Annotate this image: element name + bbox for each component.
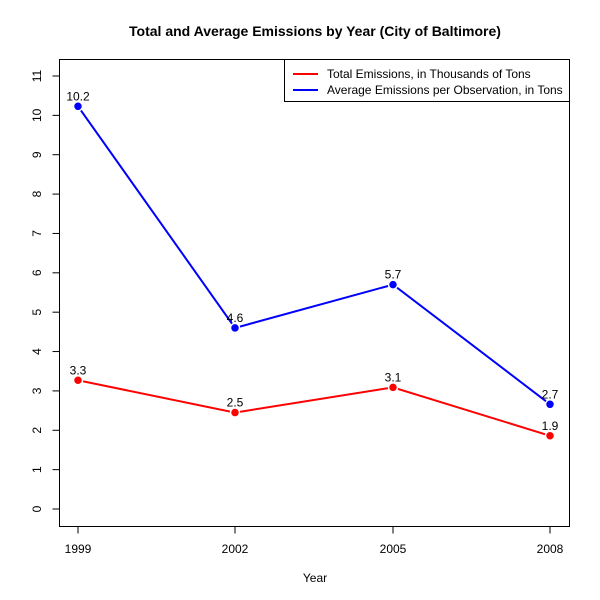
data-point bbox=[229, 322, 241, 334]
data-label: 2.7 bbox=[542, 387, 559, 401]
data-point bbox=[387, 382, 399, 393]
y-tick-label: 3 bbox=[30, 387, 44, 394]
x-axis: 1999 2002 2005 2008 bbox=[65, 526, 564, 556]
y-tick-label: 2 bbox=[30, 427, 44, 434]
y-tick-label: 7 bbox=[30, 230, 44, 237]
y-tick-label: 1 bbox=[30, 466, 44, 473]
data-point bbox=[387, 279, 399, 290]
plot-frame bbox=[59, 59, 570, 527]
x-axis-title: Year bbox=[303, 571, 327, 585]
y-tick-label: 4 bbox=[30, 348, 44, 355]
data-label: 3.1 bbox=[385, 370, 402, 384]
data-label: 5.7 bbox=[385, 268, 402, 282]
x-tick-label: 2005 bbox=[380, 542, 407, 556]
y-tick-label: 10 bbox=[30, 108, 44, 122]
chart-title: Total and Average Emissions by Year (Cit… bbox=[129, 23, 501, 39]
data-label: 2.5 bbox=[227, 396, 244, 410]
legend: Total Emissions, in Thousands of Tons Av… bbox=[284, 59, 570, 102]
data-label: 4.6 bbox=[227, 311, 244, 325]
data-label: 10.2 bbox=[66, 89, 90, 103]
y-tick-label: 9 bbox=[30, 151, 44, 158]
x-tick-label: 1999 bbox=[65, 542, 92, 556]
data-label: 3.3 bbox=[70, 363, 87, 377]
x-tick-label: 2002 bbox=[222, 542, 249, 556]
legend-box bbox=[284, 59, 570, 102]
data-point bbox=[72, 101, 84, 112]
y-tick-label: 11 bbox=[30, 69, 44, 82]
series-layer: 3.3 2.5 3.1 1.9 10.2 4.6 5.7 2.7 bbox=[66, 89, 559, 442]
data-label: 1.9 bbox=[542, 419, 559, 433]
series-line-total bbox=[77, 379, 551, 437]
y-tick-label: 0 bbox=[30, 505, 44, 512]
y-axis: 0 1 2 3 4 5 6 7 8 9 10 11 bbox=[30, 69, 60, 512]
y-tick-label: 8 bbox=[30, 190, 44, 197]
y-tick-label: 6 bbox=[30, 269, 44, 276]
data-point bbox=[72, 375, 84, 386]
series-line-average bbox=[77, 105, 551, 406]
y-tick-label: 5 bbox=[30, 309, 44, 316]
data-point bbox=[229, 407, 241, 418]
data-point bbox=[544, 430, 556, 442]
x-tick-label: 2008 bbox=[537, 542, 564, 556]
data-point bbox=[544, 399, 556, 410]
legend-label-average: Average Emissions per Observation, in To… bbox=[327, 83, 563, 97]
legend-label-total: Total Emissions, in Thousands of Tons bbox=[327, 67, 531, 81]
